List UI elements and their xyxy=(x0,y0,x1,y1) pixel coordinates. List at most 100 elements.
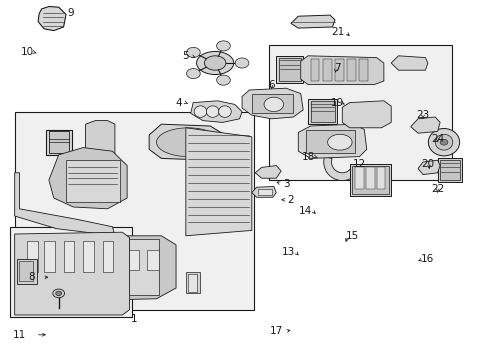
Polygon shape xyxy=(15,173,115,236)
Bar xyxy=(354,167,363,189)
Bar xyxy=(19,261,33,281)
Bar xyxy=(310,101,334,122)
Polygon shape xyxy=(59,236,176,301)
Text: 7: 7 xyxy=(333,63,340,73)
Bar xyxy=(251,94,293,113)
Bar xyxy=(346,59,355,81)
Text: 6: 6 xyxy=(267,80,274,90)
Polygon shape xyxy=(38,6,66,31)
Bar xyxy=(334,59,343,81)
Text: 8: 8 xyxy=(28,272,35,282)
Text: 11: 11 xyxy=(13,330,26,340)
Text: 22: 22 xyxy=(430,184,444,194)
Text: 23: 23 xyxy=(415,110,429,120)
Text: 20: 20 xyxy=(421,159,433,169)
Bar xyxy=(439,160,459,180)
Ellipse shape xyxy=(56,291,61,296)
Text: 10: 10 xyxy=(20,47,33,57)
Bar xyxy=(268,45,451,180)
Bar xyxy=(307,99,337,124)
Polygon shape xyxy=(149,124,224,160)
Bar xyxy=(185,272,199,293)
Polygon shape xyxy=(251,186,276,197)
Ellipse shape xyxy=(186,68,200,78)
Bar xyxy=(146,250,159,270)
Text: 3: 3 xyxy=(282,179,289,189)
Bar xyxy=(437,158,461,182)
Polygon shape xyxy=(85,121,115,193)
Text: 2: 2 xyxy=(287,195,294,205)
Bar xyxy=(83,241,94,272)
Text: 16: 16 xyxy=(420,254,434,264)
Polygon shape xyxy=(49,148,127,209)
Polygon shape xyxy=(300,56,383,85)
Polygon shape xyxy=(410,117,439,133)
Polygon shape xyxy=(255,166,281,178)
Bar xyxy=(127,250,139,270)
Polygon shape xyxy=(190,101,242,122)
Polygon shape xyxy=(390,56,427,70)
Bar xyxy=(305,130,354,153)
Bar xyxy=(322,59,331,81)
Polygon shape xyxy=(417,160,439,175)
Text: 4: 4 xyxy=(175,98,182,108)
Ellipse shape xyxy=(235,58,248,68)
Polygon shape xyxy=(342,101,390,128)
Bar xyxy=(10,227,132,317)
Polygon shape xyxy=(185,128,251,236)
Text: 5: 5 xyxy=(182,51,189,61)
Ellipse shape xyxy=(216,75,230,85)
Bar xyxy=(102,250,115,270)
Bar xyxy=(102,241,113,272)
Ellipse shape xyxy=(327,134,351,150)
Text: 19: 19 xyxy=(330,98,344,108)
Bar xyxy=(351,166,388,194)
Bar xyxy=(49,131,69,153)
Bar xyxy=(15,112,254,310)
Text: 18: 18 xyxy=(301,152,314,162)
Ellipse shape xyxy=(427,129,459,156)
Polygon shape xyxy=(298,124,366,158)
Text: 24: 24 xyxy=(430,134,444,144)
Bar xyxy=(44,241,55,272)
Ellipse shape xyxy=(186,48,200,58)
Bar xyxy=(83,250,95,270)
Bar xyxy=(76,239,159,295)
Bar xyxy=(63,241,74,272)
Bar xyxy=(66,160,120,202)
Text: 9: 9 xyxy=(67,8,74,18)
Ellipse shape xyxy=(218,106,231,117)
Ellipse shape xyxy=(434,134,452,150)
Text: 15: 15 xyxy=(345,231,358,241)
Bar xyxy=(278,58,300,81)
Bar xyxy=(310,59,319,81)
Ellipse shape xyxy=(156,128,220,157)
Text: 12: 12 xyxy=(352,159,366,169)
Text: 13: 13 xyxy=(281,247,295,257)
Text: 1: 1 xyxy=(131,314,138,324)
Bar xyxy=(349,164,390,196)
Bar xyxy=(17,259,37,284)
Ellipse shape xyxy=(439,139,447,145)
Text: 17: 17 xyxy=(269,326,283,336)
Bar xyxy=(188,274,197,292)
Polygon shape xyxy=(242,88,303,119)
Text: 14: 14 xyxy=(298,206,312,216)
Ellipse shape xyxy=(206,106,219,117)
Ellipse shape xyxy=(204,56,225,70)
Polygon shape xyxy=(290,15,334,28)
Ellipse shape xyxy=(216,41,230,51)
Bar xyxy=(376,167,385,189)
Ellipse shape xyxy=(196,51,233,75)
Bar xyxy=(365,167,374,189)
Ellipse shape xyxy=(194,106,206,117)
Bar xyxy=(258,189,271,195)
Ellipse shape xyxy=(53,289,64,298)
Ellipse shape xyxy=(264,97,283,112)
Bar xyxy=(27,241,38,272)
Polygon shape xyxy=(15,232,129,315)
Text: 21: 21 xyxy=(330,27,344,37)
Bar xyxy=(46,130,72,155)
Polygon shape xyxy=(323,156,359,181)
Bar xyxy=(276,56,303,83)
